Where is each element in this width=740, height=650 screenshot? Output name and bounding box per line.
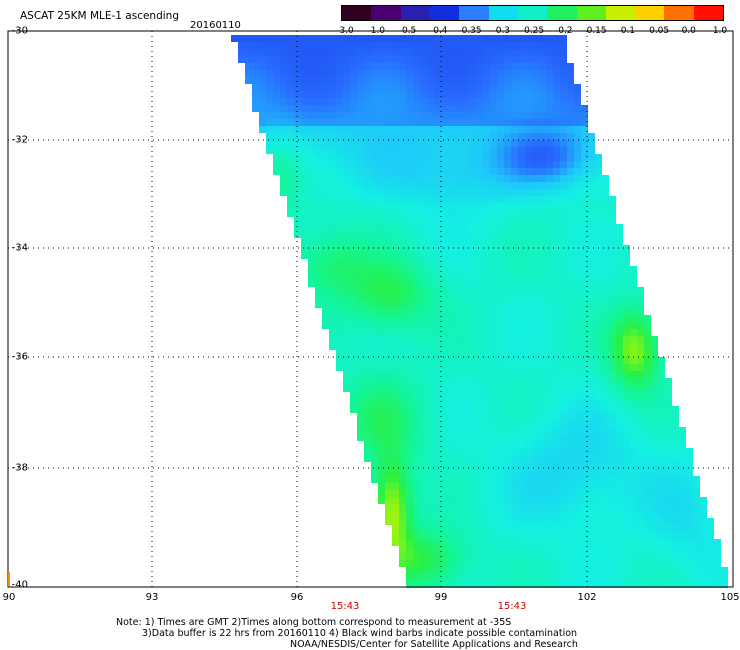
- corner-marker: [8, 572, 10, 586]
- lat-label-34: -34: [11, 242, 28, 254]
- colorbar-swatch: [635, 6, 665, 20]
- time-label: 15:43: [497, 601, 527, 612]
- lon-label-99: 99: [434, 592, 448, 603]
- lon-label-93: 93: [145, 592, 159, 603]
- note-line-3: NOAA/NESDIS/Center for Satellite Applica…: [290, 639, 578, 650]
- colorbar: [341, 5, 724, 21]
- colorbar-swatch: [400, 6, 430, 20]
- lat-label-32: -32: [11, 134, 28, 146]
- colorbar-swatch: [371, 6, 401, 20]
- time-label: 15:43: [330, 601, 360, 612]
- lat-label-38: -38: [11, 462, 28, 474]
- lat-label-36: -36: [11, 351, 28, 363]
- map-title: ASCAT 25KM MLE-1 ascending: [20, 10, 179, 22]
- graticule: [8, 31, 733, 587]
- colorbar-swatch: [459, 6, 489, 20]
- map-frame: [7, 30, 734, 588]
- colorbar-swatch: [488, 6, 518, 20]
- colorbar-swatch: [429, 6, 460, 20]
- map-date: 20160110: [190, 20, 241, 31]
- lat-label-40: -40: [11, 579, 28, 591]
- lat-label-30: -30: [11, 25, 28, 37]
- colorbar-swatch: [342, 6, 372, 20]
- lon-label-96: 96: [290, 592, 304, 603]
- colorbar-swatch: [517, 6, 548, 20]
- colorbar-swatch: [664, 6, 694, 20]
- lon-label-90: 90: [2, 592, 16, 603]
- note-line-2: 3)Data buffer is 22 hrs from 20160110 4)…: [142, 628, 578, 639]
- colorbar-swatch: [576, 6, 606, 20]
- colorbar-swatch: [605, 6, 636, 20]
- wind-swath: [231, 35, 728, 588]
- lon-label-105: 105: [720, 592, 740, 603]
- note-line-1: Note: 1) Times are GMT 2)Times along bot…: [116, 617, 512, 628]
- colorbar-swatch: [693, 6, 724, 20]
- colorbar-swatch: [547, 6, 577, 20]
- lon-label-102: 102: [577, 592, 597, 603]
